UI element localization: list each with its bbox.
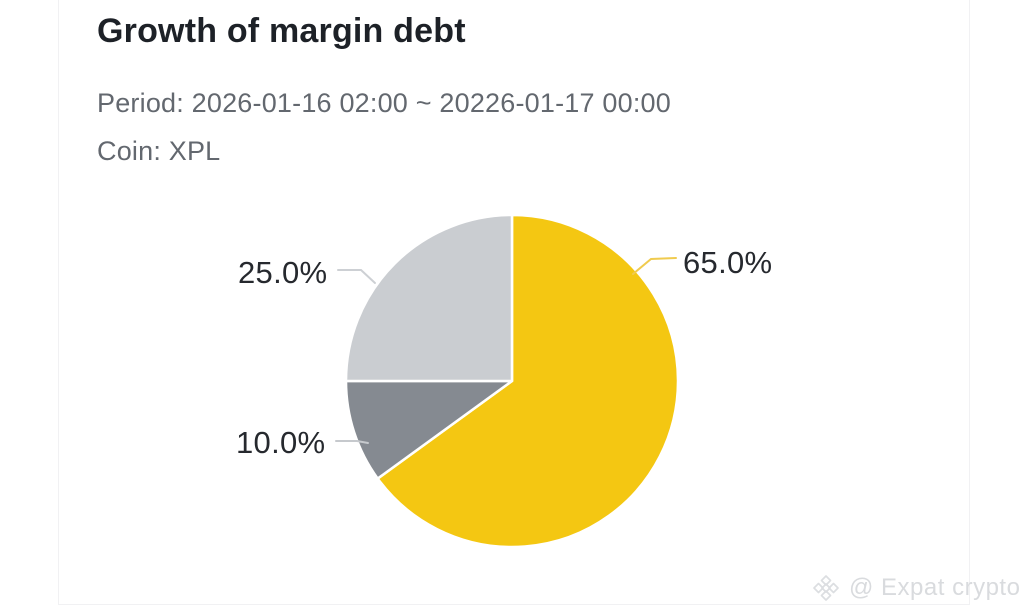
label-leader-line	[335, 440, 369, 444]
coin-text: Coin: XPL	[97, 136, 221, 166]
pie-slice-25.0%	[344, 213, 514, 383]
pie-label-25: 25.0%	[238, 255, 328, 290]
pie-slice-10.0%	[344, 379, 514, 480]
pie-slice-65.0%	[376, 213, 680, 549]
watermark: @ Expat crypto	[810, 572, 1020, 604]
binance-logo-icon	[813, 575, 839, 601]
label-leader-line	[337, 269, 376, 284]
label-leader-line	[632, 257, 677, 275]
page-title: Growth of margin debt	[97, 12, 466, 50]
watermark-text: @ Expat crypto	[849, 574, 1021, 601]
period-text: Period: 2026-01-16 02:00 ~ 20226-01-17 0…	[97, 88, 671, 118]
pie-label-10: 10.0%	[236, 425, 326, 460]
pie-label-65: 65.0%	[683, 245, 773, 280]
